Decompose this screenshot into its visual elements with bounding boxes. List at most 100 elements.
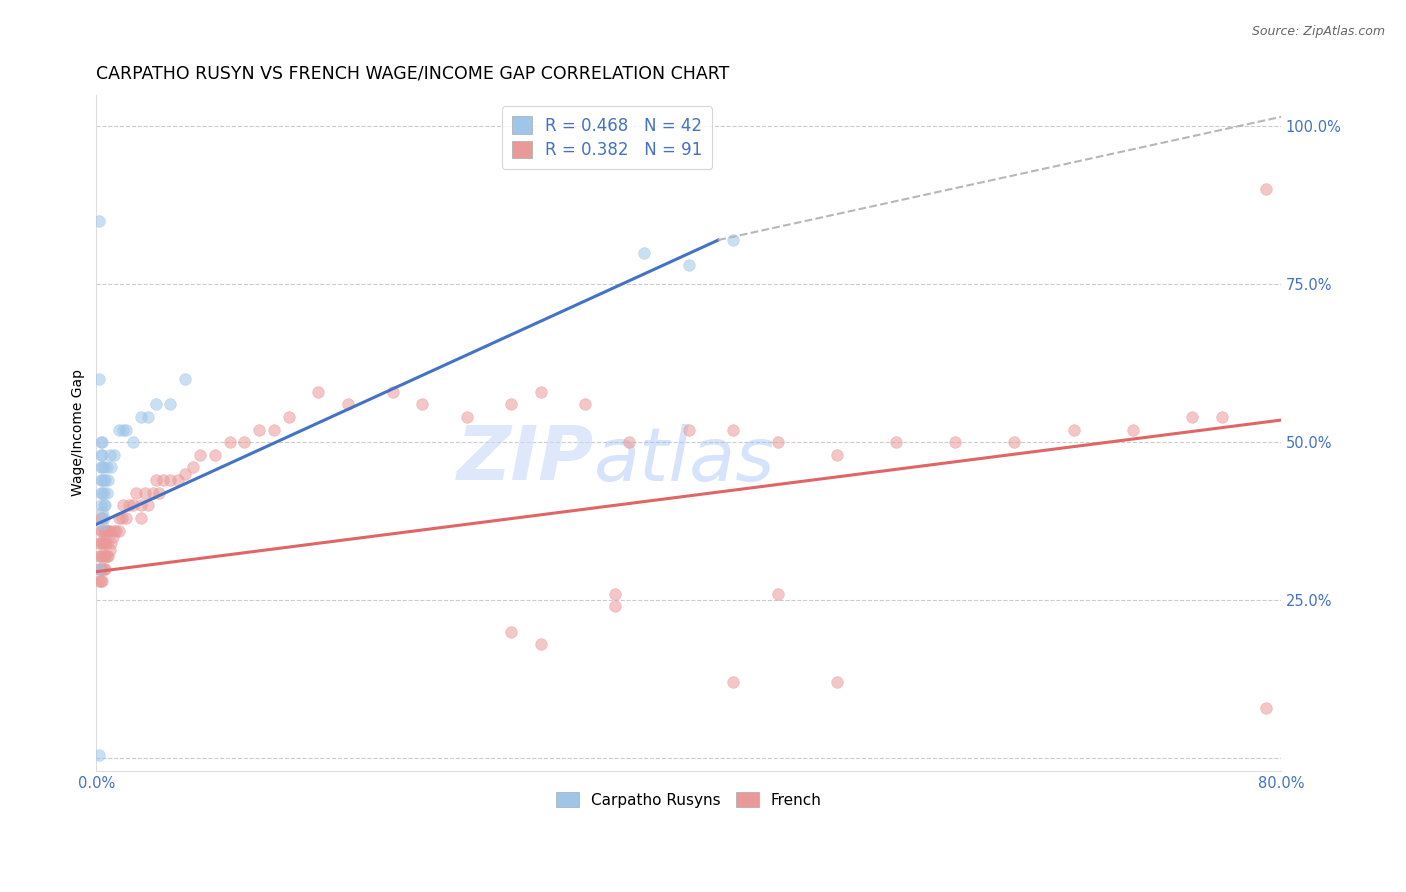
Point [145, 473, 167, 487]
Point [93, 549, 115, 563]
Point [98, 524, 121, 538]
Point [97, 524, 120, 538]
Point [678, 258, 700, 272]
Point [91, 524, 114, 538]
Point [148, 485, 170, 500]
Point [233, 435, 256, 450]
Point [678, 423, 700, 437]
Point [1122, 423, 1144, 437]
Point [90, 561, 112, 575]
Point [174, 372, 197, 386]
Point [721, 675, 744, 690]
Point [90, 549, 112, 563]
Point [91, 517, 114, 532]
Point [91, 549, 114, 563]
Point [603, 587, 626, 601]
Point [90, 574, 112, 589]
Point [1004, 435, 1026, 450]
Point [129, 511, 152, 525]
Point [101, 530, 124, 544]
Point [97, 473, 120, 487]
Point [825, 448, 848, 462]
Point [104, 524, 127, 538]
Point [145, 397, 167, 411]
Point [603, 599, 626, 614]
Point [96, 524, 118, 538]
Text: atlas: atlas [593, 424, 775, 496]
Point [93, 524, 115, 538]
Point [247, 423, 270, 437]
Point [96, 536, 118, 550]
Point [943, 435, 966, 450]
Point [90, 473, 112, 487]
Point [122, 499, 145, 513]
Point [766, 587, 789, 601]
Point [89, 214, 111, 228]
Point [619, 435, 641, 450]
Point [91, 536, 114, 550]
Point [94, 549, 117, 563]
Point [90, 524, 112, 538]
Point [1256, 700, 1278, 714]
Point [94, 561, 117, 575]
Point [96, 485, 118, 500]
Point [96, 460, 118, 475]
Point [91, 561, 114, 575]
Point [90, 499, 112, 513]
Point [122, 435, 145, 450]
Point [115, 423, 138, 437]
Point [90, 485, 112, 500]
Point [91, 574, 114, 589]
Point [93, 485, 115, 500]
Point [1063, 423, 1085, 437]
Point [766, 435, 789, 450]
Point [91, 435, 114, 450]
Point [110, 511, 132, 525]
Point [91, 485, 114, 500]
Point [107, 524, 129, 538]
Point [633, 245, 655, 260]
Point [129, 499, 152, 513]
Point [456, 409, 478, 424]
Point [134, 485, 156, 500]
Point [188, 448, 211, 462]
Point [142, 485, 165, 500]
Point [721, 233, 744, 247]
Text: Source: ZipAtlas.com: Source: ZipAtlas.com [1251, 25, 1385, 38]
Point [89, 561, 111, 575]
Point [263, 423, 285, 437]
Point [277, 409, 299, 424]
Point [93, 561, 115, 575]
Point [129, 409, 152, 424]
Point [111, 499, 134, 513]
Point [1181, 409, 1204, 424]
Point [103, 524, 125, 538]
Point [93, 473, 115, 487]
Point [93, 499, 115, 513]
Point [499, 397, 522, 411]
Point [93, 460, 115, 475]
Point [159, 397, 181, 411]
Point [308, 384, 330, 399]
Point [89, 549, 111, 563]
Point [218, 435, 240, 450]
Point [111, 423, 134, 437]
Point [94, 536, 117, 550]
Text: ZIP: ZIP [457, 423, 593, 496]
Point [499, 624, 522, 639]
Text: CARPATHO RUSYN VS FRENCH WAGE/INCOME GAP CORRELATION CHART: CARPATHO RUSYN VS FRENCH WAGE/INCOME GAP… [97, 64, 730, 82]
Point [136, 409, 159, 424]
Point [152, 473, 174, 487]
Point [1211, 409, 1233, 424]
Point [100, 460, 122, 475]
Point [91, 473, 114, 487]
Point [90, 460, 112, 475]
Point [125, 485, 148, 500]
Point [91, 460, 114, 475]
Point [89, 536, 111, 550]
Point [174, 467, 197, 481]
Point [90, 511, 112, 525]
Point [90, 536, 112, 550]
Point [103, 448, 125, 462]
Point [90, 448, 112, 462]
